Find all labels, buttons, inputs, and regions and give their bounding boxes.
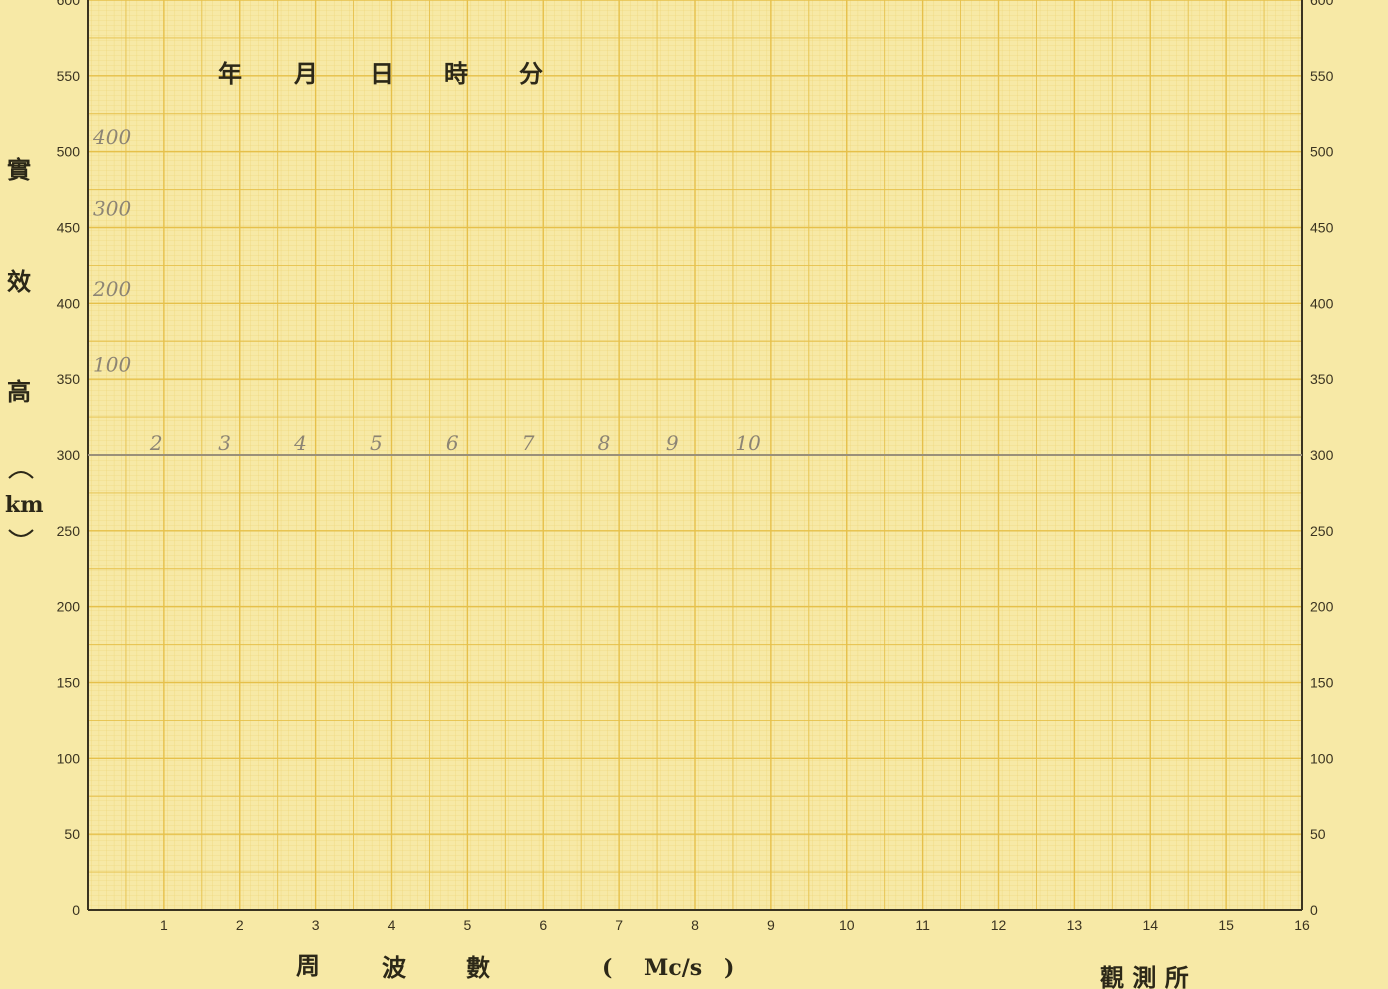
- handwritten-line-note: 10: [735, 431, 761, 455]
- x-axis-title: 周 波 數 ( Mc/s ): [296, 952, 734, 982]
- y-tick-label-right: 150: [1310, 675, 1334, 691]
- x-axis-title-char-2: 波: [382, 954, 407, 982]
- y-tick-label-right: 600: [1310, 0, 1334, 8]
- handwritten-line-note: 2: [149, 431, 163, 455]
- x-tick-label: 15: [1218, 917, 1234, 933]
- x-tick-labels: 1 2 3 4 5 6 7 8 9 10 11 12 13 14 15 16: [160, 917, 1310, 933]
- y-axis-title-char-2: 效: [7, 268, 31, 296]
- y-tick-label-right: 250: [1310, 523, 1334, 539]
- handwritten-line-note: 8: [598, 431, 611, 455]
- y-tick-label-right: 500: [1310, 144, 1334, 160]
- y-tick-label-left: 350: [57, 371, 81, 387]
- x-tick-label: 7: [615, 917, 623, 933]
- y-tick-label-left: 150: [57, 675, 81, 691]
- y-tick-label-right: 50: [1310, 826, 1326, 842]
- y-tick-label-left: 200: [57, 599, 81, 615]
- x-axis-unit: Mc/s: [644, 955, 702, 981]
- x-tick-label: 9: [767, 917, 775, 933]
- date-field-year: 年: [218, 60, 242, 88]
- handwritten-line-note: 6: [446, 431, 459, 455]
- y-tick-label-right: 300: [1310, 447, 1334, 463]
- x-tick-label: 10: [839, 917, 855, 933]
- date-field-hour: 時: [444, 60, 468, 88]
- x-tick-label: 16: [1294, 917, 1310, 933]
- handwritten-line-note: 3: [218, 431, 231, 455]
- y-tick-label-right: 550: [1310, 68, 1334, 84]
- handwritten-y-note: 400: [92, 125, 131, 149]
- y-tick-label-left: 500: [57, 144, 81, 160]
- station-label: 觀 測 所: [1100, 964, 1189, 989]
- date-field-minute: 分: [519, 60, 543, 88]
- handwritten-y-note: 100: [93, 353, 131, 377]
- x-tick-label: 1: [160, 917, 168, 933]
- y-tick-label-left: 50: [64, 826, 80, 842]
- x-tick-label: 2: [236, 917, 244, 933]
- x-tick-label: 12: [991, 917, 1007, 933]
- y-axis-unit-open-paren: [8, 471, 34, 479]
- y-axis-unit: km: [5, 492, 44, 518]
- x-axis-open-paren: (: [602, 955, 612, 981]
- handwritten-line-note: 7: [522, 431, 535, 455]
- y-tick-label-right: 100: [1310, 750, 1334, 766]
- y-tick-label-right: 400: [1310, 295, 1334, 311]
- y-tick-label-left: 550: [57, 68, 81, 84]
- y-tick-label-left: 100: [57, 750, 81, 766]
- y-tick-label-right: 0: [1310, 902, 1318, 918]
- y-tick-label-left: 250: [57, 523, 81, 539]
- date-field-day: 日: [370, 60, 394, 88]
- x-tick-label: 4: [388, 917, 396, 933]
- x-axis-title-char-3: 數: [466, 954, 490, 982]
- x-tick-label: 5: [463, 917, 471, 933]
- date-field-month: 月: [293, 60, 318, 88]
- x-tick-label: 13: [1067, 917, 1083, 933]
- handwritten-annotations: 100 200 300 400 2 3 4 5 6 7 8 9 10: [92, 125, 761, 455]
- handwritten-y-note: 300: [93, 196, 131, 220]
- handwritten-line-note: 4: [293, 431, 307, 455]
- handwritten-line-note: 5: [370, 431, 383, 455]
- x-tick-label: 8: [691, 917, 699, 933]
- y-tick-label-left: 0: [72, 902, 80, 918]
- x-axis-close-paren: ): [724, 955, 734, 981]
- y-axis-title: 實 效 高 km: [5, 156, 44, 537]
- handwritten-line-note: 9: [666, 431, 679, 455]
- y-tick-label-left: 450: [57, 220, 81, 236]
- y-axis-title-char-3: 高: [7, 378, 31, 406]
- y-tick-label-right: 200: [1310, 599, 1334, 615]
- y-tick-label-right: 350: [1310, 371, 1334, 387]
- x-axis-title-char-1: 周: [296, 952, 320, 980]
- x-tick-label: 11: [915, 917, 930, 933]
- y-tick-labels-right: 0 50 100 150 200 250 300 350 400 450 500 550 600: [1310, 0, 1334, 918]
- y-tick-label-left: 400: [57, 295, 81, 311]
- y-axis-title-char-1: 實: [7, 156, 31, 184]
- date-header: 年 月 日 時 分: [218, 60, 543, 88]
- x-tick-label: 14: [1142, 917, 1158, 933]
- y-tick-label-left: 300: [57, 447, 81, 463]
- y-tick-label-left: 600: [57, 0, 81, 8]
- handwritten-y-note: 200: [92, 277, 131, 301]
- x-tick-label: 6: [539, 917, 547, 933]
- y-axis-unit-close-paren: [8, 529, 34, 537]
- y-tick-labels-left: 0 50 100 150 200 250 300 350 400 450 500 550 600: [57, 0, 81, 918]
- x-tick-label: 3: [312, 917, 320, 933]
- y-tick-label-right: 450: [1310, 220, 1334, 236]
